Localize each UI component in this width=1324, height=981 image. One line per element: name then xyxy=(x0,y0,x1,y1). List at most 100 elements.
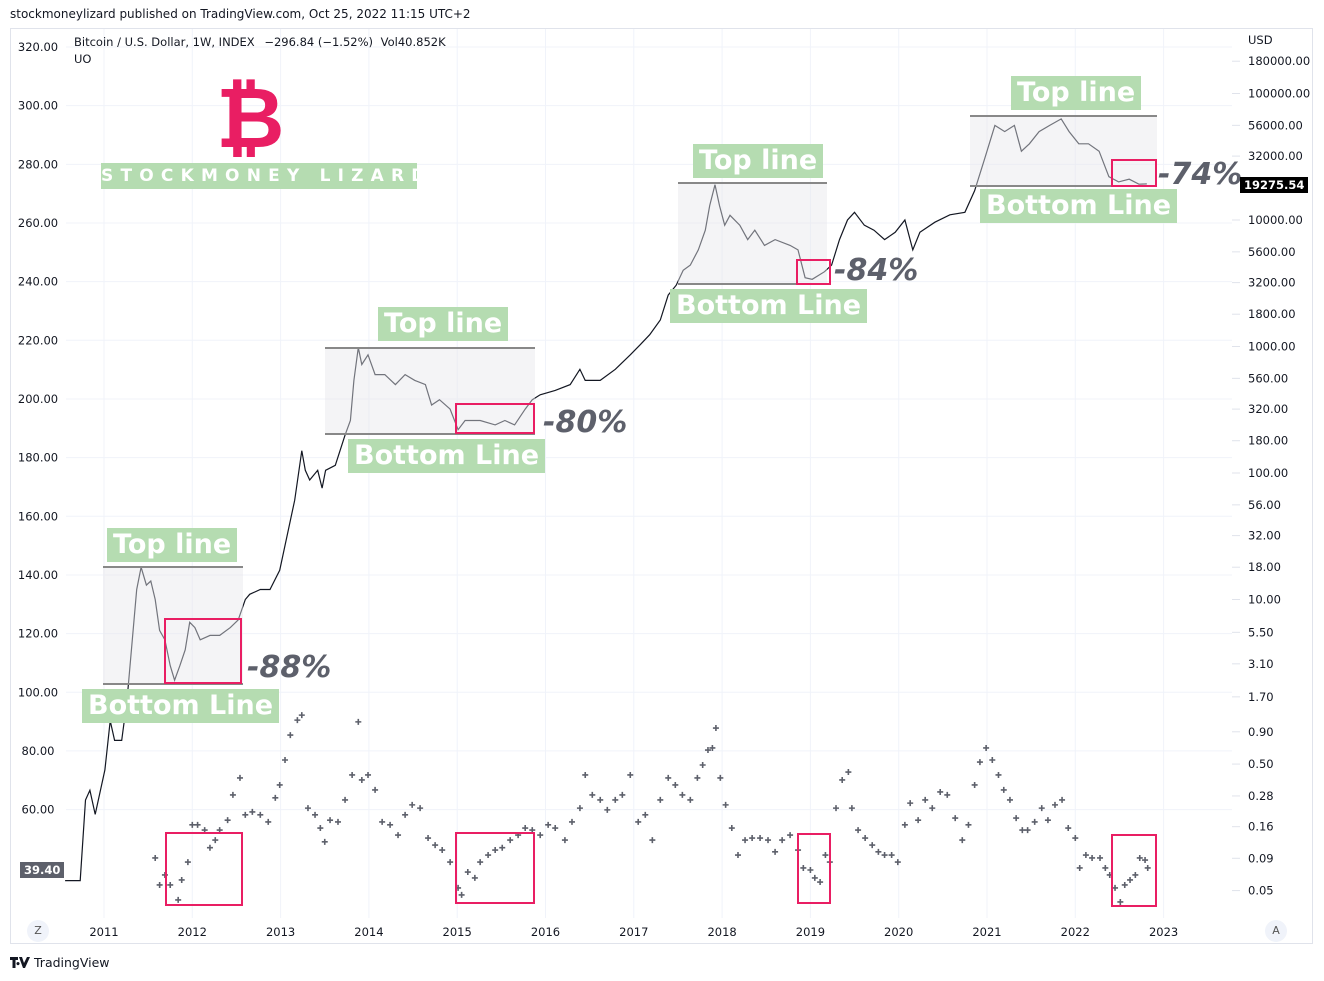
uo-point xyxy=(1019,827,1026,834)
time-tick-label: 2016 xyxy=(531,925,560,939)
uo-point xyxy=(619,791,626,798)
currency-label: USD xyxy=(1248,33,1273,47)
published-caption: stockmoneylizard published on TradingVie… xyxy=(10,7,471,21)
uo-point xyxy=(1038,805,1045,812)
uo-point xyxy=(1097,854,1104,861)
uo-point xyxy=(929,805,936,812)
uo-point xyxy=(522,825,529,832)
price-line xyxy=(65,118,1147,882)
uo-point xyxy=(765,837,772,844)
time-tick-label: 2017 xyxy=(619,925,648,939)
time-axis: 2011 2012 2013 2014 2015 2016 2017 2018 2019 2020… xyxy=(89,925,1178,939)
uo-point xyxy=(855,827,862,834)
uo-point xyxy=(1051,801,1058,808)
uo-point xyxy=(989,757,996,764)
symbol-title[interactable]: Bitcoin / U.S. Dollar, 1W, INDEX xyxy=(74,35,255,49)
uo-point xyxy=(175,896,182,903)
right-tick-label: 18.00 xyxy=(1248,560,1281,574)
left-tick-label: 320.00 xyxy=(18,40,58,54)
uo-point xyxy=(779,837,786,844)
uo-point xyxy=(869,842,876,849)
uo-point xyxy=(507,837,514,844)
chart-legend: Bitcoin / U.S. Dollar, 1W, INDEX −296.84… xyxy=(74,34,452,68)
time-tick-label: 2015 xyxy=(443,925,472,939)
uo-point xyxy=(907,800,914,807)
uo-point xyxy=(672,781,679,788)
uo-point xyxy=(1006,796,1013,803)
uo-point xyxy=(687,796,694,803)
uo-point xyxy=(1136,854,1143,861)
time-tick-label: 2022 xyxy=(1061,925,1090,939)
uo-point xyxy=(568,818,575,825)
uo-point xyxy=(627,771,634,778)
left-tick-label: 280.00 xyxy=(18,157,58,171)
uo-point xyxy=(894,859,901,866)
uo-point xyxy=(349,771,356,778)
uo-point xyxy=(1102,864,1109,871)
uo-point xyxy=(1082,852,1089,859)
uo-point xyxy=(589,791,596,798)
uo-point xyxy=(395,832,402,839)
uo-point xyxy=(1144,864,1151,871)
right-tick-label: 56000.00 xyxy=(1248,118,1303,132)
right-tick-label: 3200.00 xyxy=(1248,276,1296,290)
uo-highlight-box xyxy=(165,832,243,906)
time-tick-label: 2023 xyxy=(1149,925,1178,939)
zoom-reset-button[interactable]: Z xyxy=(27,920,49,942)
uo-point xyxy=(995,771,1002,778)
uo-point xyxy=(604,806,611,813)
uo-point xyxy=(833,805,840,812)
uo-point xyxy=(294,717,301,724)
uo-point xyxy=(712,725,719,732)
right-tick-label: 0.90 xyxy=(1248,725,1274,739)
uo-point xyxy=(971,781,978,788)
bottom-line-label: Bottom Line xyxy=(82,689,280,723)
right-tick-label: 5.50 xyxy=(1248,625,1274,639)
time-tick-label: 2021 xyxy=(972,925,1001,939)
auto-scale-button[interactable]: A xyxy=(1265,920,1287,942)
uo-point xyxy=(304,805,311,812)
right-tick-label: 1800.00 xyxy=(1248,307,1296,321)
uo-point xyxy=(282,757,289,764)
uo-point xyxy=(432,842,439,849)
uo-point xyxy=(1031,818,1038,825)
uo-point xyxy=(1132,871,1139,878)
indicator-title[interactable]: UO xyxy=(74,52,92,66)
uo-point xyxy=(976,759,983,766)
right-tick-label: 180000.00 xyxy=(1248,54,1310,68)
uo-highlight-box xyxy=(1111,834,1157,907)
left-tick-label: 260.00 xyxy=(18,216,58,230)
uo-point xyxy=(236,774,243,781)
uo-point xyxy=(458,891,465,898)
uo-point xyxy=(699,761,706,768)
footer-brand[interactable]: TradingView xyxy=(10,955,110,970)
uo-point xyxy=(822,852,829,859)
uo-point xyxy=(576,805,583,812)
uo-point xyxy=(327,817,334,824)
uo-point xyxy=(811,874,818,881)
right-tick-label: 32000.00 xyxy=(1248,149,1303,163)
uo-point xyxy=(152,854,159,861)
uo-point xyxy=(679,791,686,798)
right-tick-label: 180.00 xyxy=(1248,434,1288,448)
uo-point xyxy=(959,837,966,844)
left-tick-label: 180.00 xyxy=(18,451,58,465)
uo-point xyxy=(409,801,416,808)
last-price-badge: 19275.54 xyxy=(1240,177,1309,193)
cycle-range-box xyxy=(103,566,243,685)
uo-point xyxy=(657,796,664,803)
uo-point xyxy=(1059,796,1066,803)
top-line-label: Top line xyxy=(107,528,238,562)
uo-point xyxy=(178,876,185,883)
uo-point xyxy=(334,818,341,825)
time-tick-label: 2014 xyxy=(354,925,383,939)
uo-point xyxy=(358,776,365,783)
uo-point xyxy=(881,852,888,859)
uo-point xyxy=(545,821,552,828)
uo-point xyxy=(417,805,424,812)
uo-point xyxy=(1076,864,1083,871)
uo-point xyxy=(612,796,619,803)
uo-point xyxy=(492,847,499,854)
uo-point xyxy=(1117,898,1124,905)
uo-point xyxy=(862,835,869,842)
